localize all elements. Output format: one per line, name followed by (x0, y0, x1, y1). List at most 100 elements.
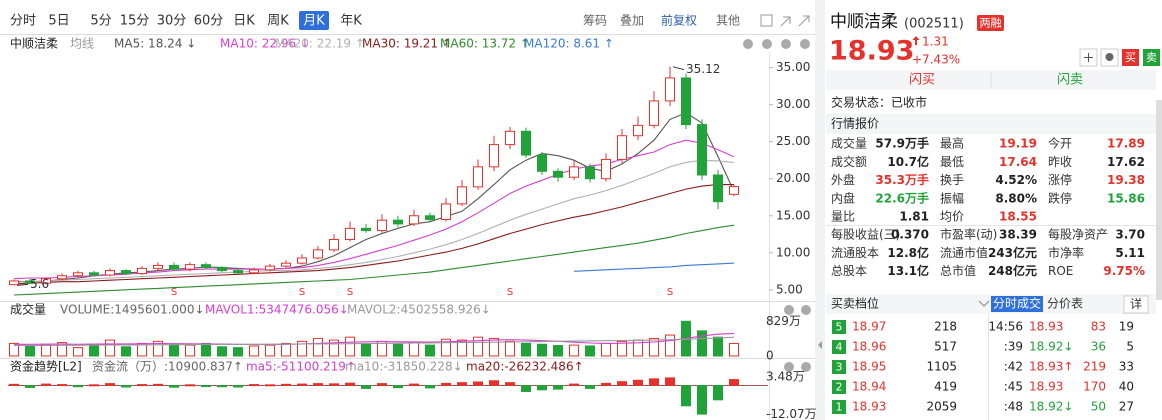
button-buy[interactable] (1122, 49, 1139, 66)
section-header (826, 114, 1156, 134)
annotation: 5.6 (30, 277, 49, 291)
bar (425, 385, 435, 389)
indicator-label: 均线 (70, 37, 94, 51)
candle-body (681, 77, 691, 126)
level-volume: 419 (934, 380, 957, 394)
trade-status: 交易状态：已收市 (831, 95, 927, 110)
icon-close[interactable] (800, 39, 810, 49)
icon-minus[interactable] (743, 39, 753, 49)
panel-title: 资金趋势[L2] (10, 359, 82, 374)
bar (153, 340, 163, 357)
icon-close[interactable] (801, 362, 811, 372)
quote-label: 换手 (940, 173, 964, 187)
flash-sell[interactable]: 闪卖 (1057, 73, 1083, 88)
bar (345, 382, 355, 387)
icon-gear[interactable] (978, 300, 990, 307)
candle-body (537, 154, 547, 172)
bar (57, 384, 67, 387)
bar (729, 342, 739, 357)
bar (377, 383, 387, 387)
quote-label: 均价 (940, 210, 964, 224)
ma-line (13, 159, 735, 283)
icon-alert-glyph (1105, 53, 1114, 61)
bar (217, 346, 227, 357)
quote-label: 跌停 (1048, 190, 1072, 205)
bar (9, 342, 19, 357)
candle-body (169, 264, 179, 270)
icon-settings[interactable] (784, 305, 794, 315)
legend-entry: ma20:-26232.486↑ (466, 360, 584, 374)
trade-price: 18.92↓ (1029, 400, 1073, 414)
icon-draw[interactable] (780, 16, 791, 27)
tool-button[interactable]: 前复权 (661, 13, 697, 28)
quote-label: 成交额 (831, 154, 867, 169)
quote-label: 昨收 (1048, 155, 1072, 169)
icon-expand[interactable] (798, 15, 810, 27)
icon-settings[interactable] (784, 362, 794, 372)
bar (185, 344, 195, 357)
candle-body (361, 227, 371, 232)
bar (281, 342, 291, 357)
icon-settings[interactable] (781, 39, 791, 49)
up-arrow (912, 36, 920, 45)
period-tab[interactable]: 周K (267, 14, 289, 29)
bar (521, 342, 531, 357)
buy-glyph: 买 (1125, 51, 1136, 64)
period-tab[interactable]: 日K (233, 14, 255, 29)
period-tab[interactable]: 分时 (10, 14, 36, 29)
candle-body (601, 158, 611, 180)
period-tab[interactable]: 月K (303, 14, 325, 29)
candle-body (281, 262, 291, 267)
period-tab[interactable]: 30分 (157, 14, 187, 29)
period-tab[interactable]: 5分 (90, 14, 111, 29)
collapse-strip[interactable] (815, 0, 825, 420)
candle-body (265, 265, 275, 271)
detail-button-bg[interactable] (1123, 295, 1149, 314)
level: 3 (836, 361, 843, 374)
level-badge (832, 320, 846, 334)
quote-value: 17.62 (1107, 155, 1145, 169)
trade-time: :39 (1004, 340, 1023, 354)
quote-value: 12.8亿 (887, 245, 929, 260)
candle-body (185, 264, 195, 270)
period-tab[interactable]: 5日 (48, 14, 69, 29)
annotation-arrow (16, 283, 29, 286)
ma-line (573, 262, 735, 272)
candle-body (9, 280, 19, 286)
bar (697, 385, 707, 415)
bar (537, 385, 547, 391)
level-volume: 1105 (926, 360, 957, 374)
annotation: 35.12 (686, 62, 720, 76)
tool-button[interactable]: 其他 (716, 14, 740, 28)
flash-buy[interactable]: 闪买 (909, 73, 935, 88)
tool-button[interactable]: 筹码 (583, 14, 607, 28)
icon-plus[interactable] (762, 39, 772, 49)
candle-body (41, 278, 51, 284)
collapse-arrow[interactable] (818, 341, 822, 349)
legend-entry: VOLUME:1495601.000↓ (60, 303, 205, 317)
bar (297, 340, 307, 357)
tool-button[interactable]: 叠加 (620, 14, 644, 28)
period-tab[interactable]: 60分 (194, 14, 224, 29)
bar (489, 380, 499, 387)
period-tab[interactable]: 年K (340, 14, 362, 29)
period-tab[interactable]: 15分 (120, 14, 150, 29)
button-sell[interactable] (1143, 49, 1160, 66)
scrollbar[interactable] (1156, 100, 1162, 300)
candle-body (473, 166, 483, 188)
bar (649, 378, 659, 387)
bar (585, 385, 595, 389)
icon-grid[interactable] (760, 14, 773, 27)
bar (121, 385, 131, 388)
bar (313, 383, 323, 387)
bar (569, 344, 579, 357)
bar (201, 342, 211, 357)
bar (425, 344, 435, 357)
tab[interactable]: 分时成交 (993, 296, 1041, 311)
tab[interactable]: 分价表 (1047, 297, 1083, 311)
bar (505, 382, 515, 387)
quote-label: 总市值 (940, 263, 976, 278)
icon-close[interactable] (801, 305, 811, 315)
quote-value: 8.80% (995, 191, 1037, 205)
